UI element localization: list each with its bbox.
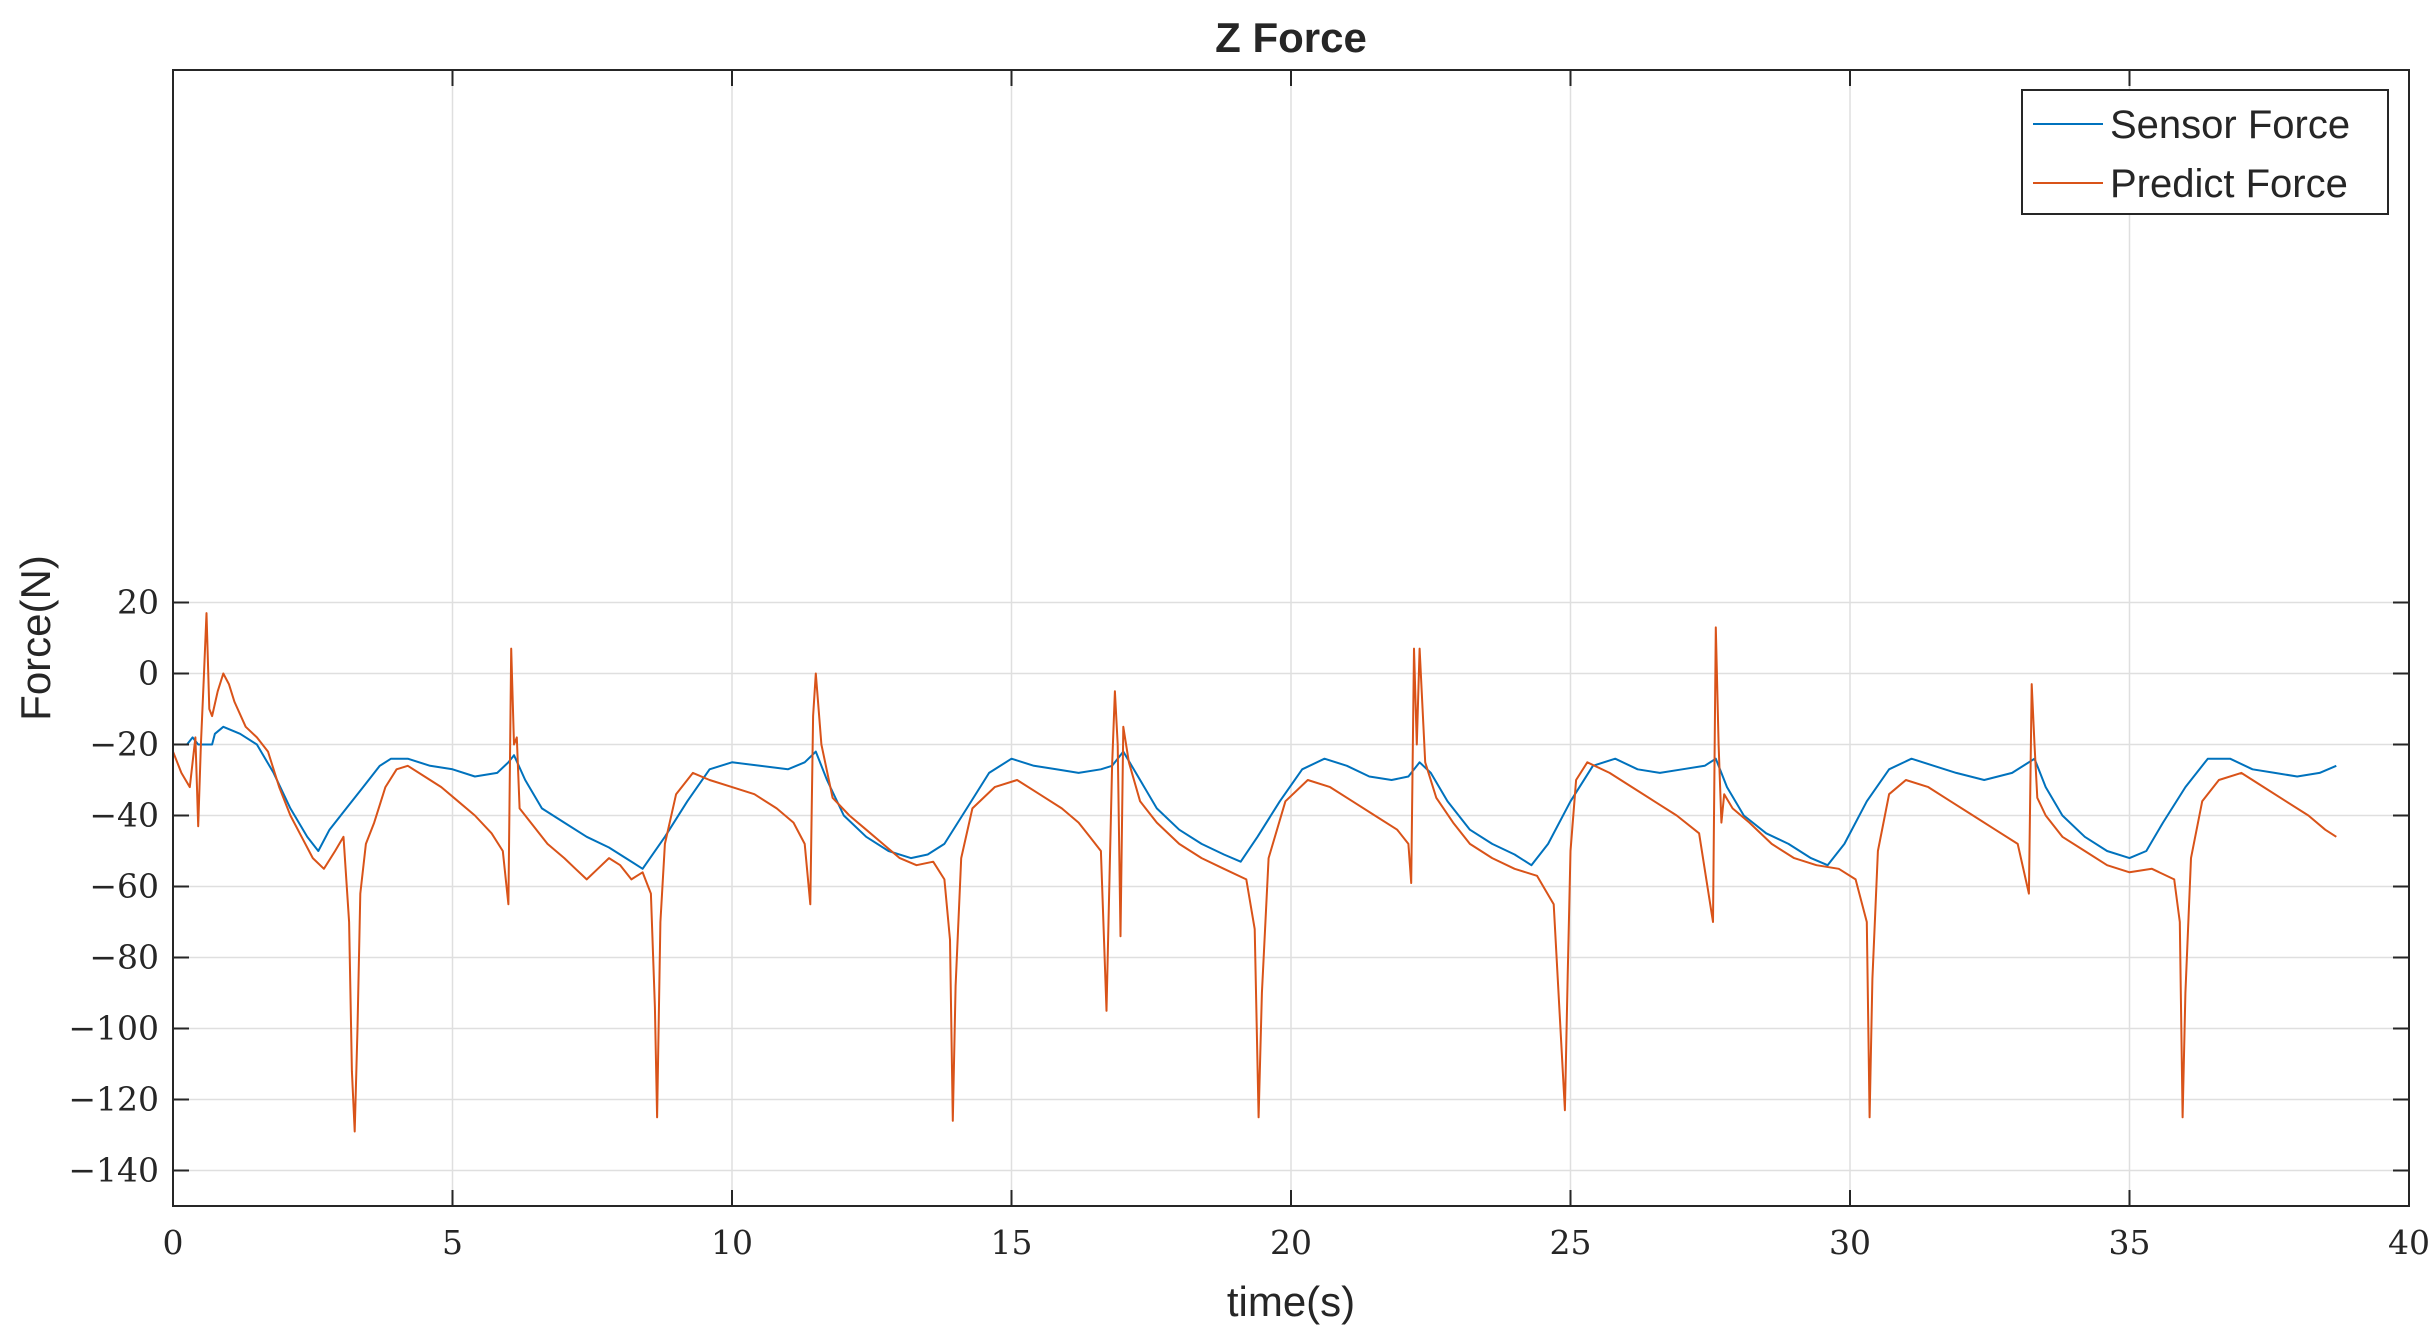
y-tick-label: −20	[89, 725, 159, 764]
y-tick-label: −60	[89, 867, 159, 906]
x-tick-label: 25	[1550, 1223, 1592, 1262]
y-tick-label: −100	[68, 1009, 159, 1048]
x-tick-label: 30	[1829, 1223, 1871, 1262]
x-tick-label: 20	[1270, 1223, 1312, 1262]
legend: Sensor Force Predict Force	[2021, 89, 2389, 215]
x-tick-label: 40	[2388, 1223, 2430, 1262]
y-tick-label: −140	[68, 1151, 159, 1190]
x-axis-label: time(s)	[1227, 1278, 1355, 1325]
axis-ticks: 0 5 10 15 20 25 30 35 40 20 0 −20 −40 −60 −80 −100 −120 −…	[68, 70, 2430, 1262]
chart-title: Z Force	[1215, 14, 1367, 61]
series-line-sensor-force	[173, 725, 2337, 870]
legend-box	[2021, 89, 2389, 215]
series-lines	[172, 612, 2337, 1133]
legend-label-predict-force: Predict Force	[2110, 162, 2348, 206]
x-tick-label: 0	[163, 1223, 184, 1262]
x-tick-label: 35	[2109, 1223, 2151, 1262]
legend-label-sensor-force: Sensor Force	[2110, 103, 2350, 147]
y-tick-label: 0	[138, 654, 159, 693]
grid-lines	[173, 70, 2409, 1206]
y-tick-label: −80	[89, 938, 159, 977]
y-tick-label: −120	[68, 1080, 159, 1119]
x-tick-label: 5	[442, 1223, 463, 1262]
x-tick-label: 10	[711, 1223, 753, 1262]
x-tick-label: 15	[991, 1223, 1033, 1262]
y-tick-label: −40	[89, 796, 159, 835]
series-line-predict-force	[172, 612, 2337, 1133]
y-tick-label: 20	[117, 583, 159, 622]
y-axis-label: Force(N)	[12, 555, 59, 721]
